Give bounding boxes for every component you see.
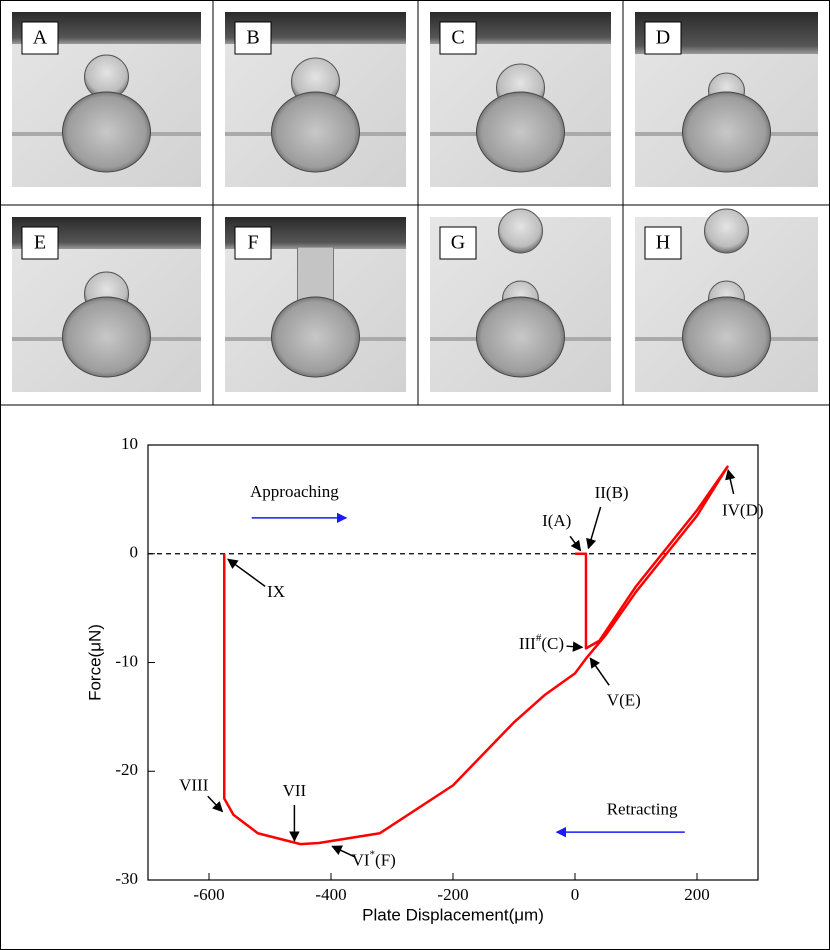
panel-label: G <box>451 232 465 254</box>
cell <box>477 297 565 377</box>
panel-label: H <box>656 232 670 254</box>
annotation-text: III <box>519 634 536 653</box>
y-axis-title: Force(μN) <box>85 624 104 701</box>
annotation-arrow <box>570 536 580 550</box>
cell <box>477 92 565 172</box>
panel-label: A <box>33 27 48 49</box>
photo: H <box>635 209 818 392</box>
y-tick-label: -10 <box>115 651 138 670</box>
photo: A <box>12 12 201 187</box>
annotation-arrow <box>208 796 223 811</box>
cell <box>683 297 771 377</box>
panel-label: F <box>247 232 258 254</box>
annotation-text: IX <box>267 582 285 601</box>
annotation-arrow <box>228 559 265 586</box>
annotation-text: IV(D) <box>722 500 764 519</box>
x-tick-label: 0 <box>571 885 580 904</box>
annotation-text: (F) <box>375 850 396 869</box>
photo: E <box>12 217 201 392</box>
annotation-text: II(B) <box>595 483 629 502</box>
annotation-arrow <box>590 658 609 685</box>
annotation: VII <box>283 781 307 800</box>
y-tick-label: -20 <box>115 760 138 779</box>
panel-label: C <box>451 27 464 49</box>
annotation: V(E) <box>607 691 641 710</box>
cell <box>63 297 151 377</box>
figure: A B C D E F G H -600 -400 -200 0 200 -30 -20 -10 0 10 Plat… <box>0 0 830 950</box>
y-tick-label: 0 <box>130 543 139 562</box>
annotation-text: VII <box>283 781 307 800</box>
cell <box>272 92 360 172</box>
panel-label: E <box>34 232 46 254</box>
x-tick-label: -200 <box>437 885 468 904</box>
annotation: VI*(F) <box>352 848 396 869</box>
annotation-text: Approaching <box>250 482 339 501</box>
x-tick-label: 200 <box>684 885 710 904</box>
x-axis-title: Plate Displacement(μm) <box>362 905 544 924</box>
annotation-arrow <box>588 507 600 548</box>
annotation: VIII <box>179 775 209 794</box>
photo: C <box>430 12 611 187</box>
annotation-text: (C) <box>541 634 564 653</box>
cell <box>683 92 771 172</box>
annotation-arrow <box>728 470 733 494</box>
photo: D <box>635 12 818 187</box>
annotation: Approaching <box>250 482 339 501</box>
photo: B <box>225 12 406 187</box>
annotation-text: Retracting <box>607 799 678 818</box>
annotation: I(A) <box>542 511 571 530</box>
annotation: III#(C) <box>519 632 564 653</box>
annotation: IX <box>267 582 285 601</box>
cell <box>63 92 151 172</box>
panel-label: B <box>246 27 259 49</box>
annotation-text: VI <box>352 850 370 869</box>
annotation: Retracting <box>607 799 678 818</box>
x-tick-label: -400 <box>315 885 346 904</box>
panel-label: D <box>656 27 670 49</box>
photo: G <box>430 209 611 392</box>
annotation: II(B) <box>595 483 629 502</box>
y-tick-label: 10 <box>121 434 138 453</box>
y-tick-label: -30 <box>115 869 138 888</box>
annotation-text: I(A) <box>542 511 571 530</box>
annotation-text: V(E) <box>607 691 641 710</box>
annotation: IV(D) <box>722 500 764 519</box>
photo: F <box>225 217 406 392</box>
annotation-arrow <box>566 646 582 647</box>
x-tick-label: -600 <box>193 885 224 904</box>
cell <box>272 297 360 377</box>
droplet <box>705 209 749 253</box>
annotation-text: VIII <box>179 775 209 794</box>
droplet <box>499 209 543 253</box>
